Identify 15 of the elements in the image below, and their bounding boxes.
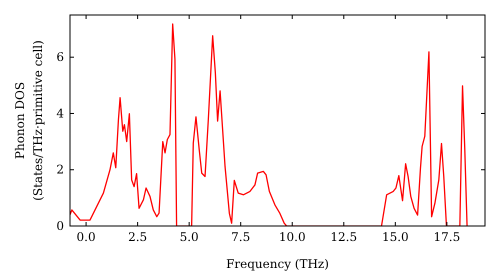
line-series: [70, 23, 468, 226]
x-tick-label: 10.0: [278, 230, 306, 244]
x-tick-label: 15.0: [382, 230, 409, 244]
x-tick-label: 2.5: [128, 230, 148, 244]
y-axis-title: Phonon DOS (States/THz·primitive cell): [13, 40, 45, 201]
x-tick-label: 7.5: [231, 230, 250, 244]
x-tick-label: 17.5: [434, 230, 460, 244]
x-tick-label: 5.0: [180, 230, 199, 244]
y-tick-label: 6: [56, 50, 64, 64]
y-tick-label: 2: [56, 162, 64, 177]
y-tick-label: 4: [56, 106, 64, 120]
x-axis-title: Frequency (THz): [226, 257, 329, 271]
y-tick-label: 0: [56, 219, 64, 233]
x-tick-label: 0.0: [76, 230, 96, 244]
x-tick-label: 12.5: [330, 230, 358, 244]
